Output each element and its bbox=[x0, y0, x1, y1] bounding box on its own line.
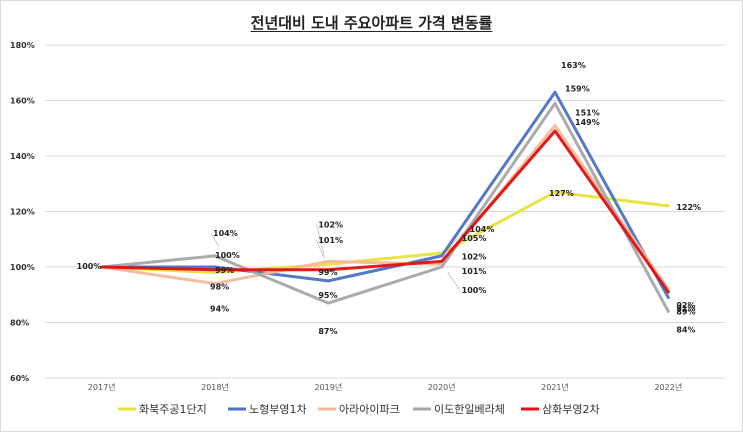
data-label: 104% bbox=[213, 229, 238, 238]
legend: 화북주공1단지 노형부영1차 아라아이파크 이도한일베라체 삼화부영2차 bbox=[118, 402, 600, 416]
x-axis: 2017년 2018년 2019년 2020년 2021년 2022년 bbox=[88, 382, 682, 392]
label-leader-line bbox=[447, 271, 460, 291]
data-label: 159% bbox=[565, 84, 590, 93]
data-label: 105% bbox=[462, 234, 487, 243]
data-label: 149% bbox=[575, 118, 600, 127]
x-tick-label: 2017년 bbox=[88, 382, 116, 392]
legend-label: 아라아이파크 bbox=[339, 403, 400, 416]
y-tick-label: 60% bbox=[10, 374, 29, 383]
x-tick-label: 2018년 bbox=[201, 382, 229, 392]
y-tick-label: 80% bbox=[10, 319, 29, 328]
data-label: 100% bbox=[215, 251, 240, 260]
x-tick-label: 2021년 bbox=[541, 382, 569, 392]
data-label: 84% bbox=[676, 325, 695, 334]
data-label: 101% bbox=[462, 267, 487, 276]
gridlines bbox=[45, 44, 725, 379]
data-label: 98% bbox=[210, 283, 229, 292]
y-axis: 60% 80% 100% 120% 140% 160% 180% bbox=[10, 41, 35, 383]
label-leader-line bbox=[315, 240, 325, 259]
series-line bbox=[100, 101, 670, 313]
y-tick-label: 120% bbox=[10, 208, 35, 217]
data-label: 89% bbox=[676, 308, 695, 317]
data-label: 100% bbox=[462, 286, 487, 295]
data-label: 151% bbox=[575, 108, 600, 117]
data-label: 163% bbox=[561, 61, 586, 70]
y-tick-label: 100% bbox=[10, 263, 35, 272]
label-leader-line bbox=[315, 224, 325, 256]
data-label: 91% bbox=[676, 304, 695, 313]
chart-title: 전년대비 도내 주요아파트 가격 변동률 bbox=[250, 14, 493, 32]
data-label: 104% bbox=[470, 225, 495, 234]
series-lines bbox=[100, 90, 670, 313]
series-line bbox=[100, 124, 670, 291]
y-tick-label: 160% bbox=[10, 97, 35, 106]
series-line bbox=[100, 90, 670, 299]
data-label: 92% bbox=[676, 301, 695, 310]
data-label: 127% bbox=[549, 189, 574, 198]
series-line bbox=[100, 190, 670, 275]
data-labels: 100% 104% 100% 99% 98% 94% 102% 101% 99% 95% 87% 10… bbox=[77, 61, 701, 336]
legend-label: 삼화부영2차 bbox=[542, 403, 600, 416]
data-label: 102% bbox=[462, 252, 487, 261]
legend-label: 노형부영1차 bbox=[249, 403, 307, 416]
legend-label: 이도한일베라체 bbox=[434, 402, 505, 416]
x-tick-label: 2022년 bbox=[654, 382, 682, 392]
data-label: 100% bbox=[77, 262, 102, 271]
data-label: 94% bbox=[210, 305, 229, 314]
y-tick-label: 180% bbox=[10, 41, 35, 50]
x-tick-label: 2019년 bbox=[314, 382, 342, 392]
data-label: 101% bbox=[318, 236, 343, 245]
data-label: 95% bbox=[318, 291, 337, 300]
data-label: 102% bbox=[318, 220, 343, 229]
x-tick-label: 2020년 bbox=[428, 382, 456, 392]
y-tick-label: 140% bbox=[10, 152, 35, 161]
data-label: 87% bbox=[318, 327, 337, 336]
data-label: 122% bbox=[676, 203, 701, 212]
label-leader-line bbox=[210, 232, 220, 248]
data-label: 99% bbox=[318, 268, 337, 277]
data-label: 99% bbox=[215, 266, 234, 275]
series-line bbox=[100, 129, 670, 294]
legend-label: 화북주공1단지 bbox=[139, 403, 207, 416]
